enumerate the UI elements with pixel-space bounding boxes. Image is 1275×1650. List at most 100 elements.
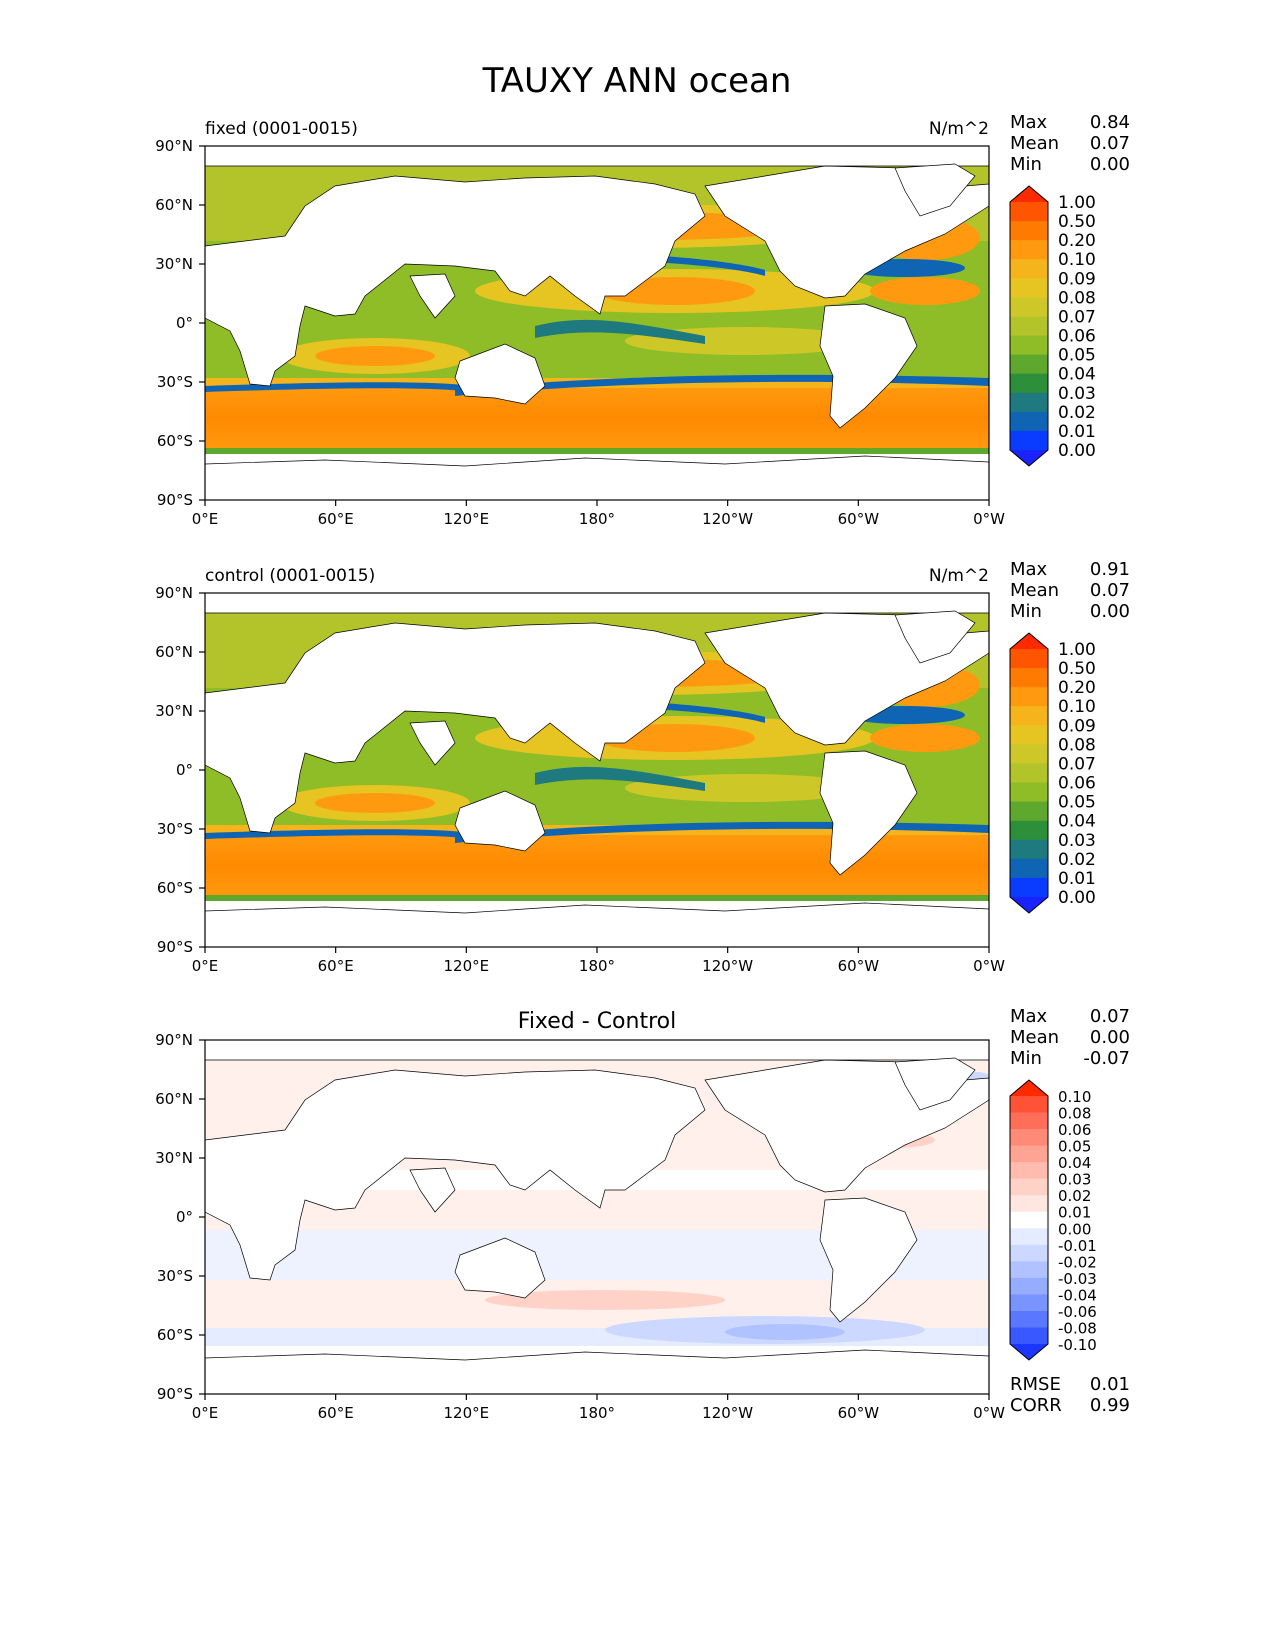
x-tick-label: 0°W bbox=[973, 510, 1005, 528]
colorbar-diff: 0.100.080.060.050.040.030.020.010.00-0.0… bbox=[1009, 1079, 1097, 1361]
y-tick-label: 30°N bbox=[155, 702, 193, 720]
x-tick-label: 60°W bbox=[838, 510, 880, 528]
y-tick-label: 60°S bbox=[157, 1326, 193, 1344]
colorbar-level-label: 0.10 bbox=[1058, 1088, 1091, 1106]
colorbar-level-label: 0.07 bbox=[1058, 307, 1096, 327]
colorbar-segment bbox=[1010, 1261, 1048, 1279]
stat-value-max: 0.91 bbox=[1090, 559, 1130, 580]
colorbar-level-label: 0.07 bbox=[1058, 754, 1096, 774]
colorbar-level-label: 0.02 bbox=[1058, 1187, 1091, 1205]
x-tick-label: 60°E bbox=[318, 957, 354, 975]
stat-value-mean: 0.07 bbox=[1090, 133, 1130, 154]
x-tick-label: 120°E bbox=[444, 1404, 490, 1422]
colorbar-segment bbox=[1010, 1195, 1048, 1213]
colorbar-segment bbox=[1010, 316, 1048, 337]
colorbar-level-label: 1.00 bbox=[1058, 640, 1096, 660]
colorbar-extend-top bbox=[1010, 633, 1048, 649]
colorbar-level-label: -0.01 bbox=[1058, 1237, 1097, 1255]
colorbar-level-label: 0.03 bbox=[1058, 831, 1096, 851]
colorbar-outline bbox=[1009, 632, 1049, 914]
x-tick-label: 120°W bbox=[702, 510, 753, 528]
colorbar-segment bbox=[1010, 1178, 1048, 1196]
colorbar-level-label: 0.20 bbox=[1058, 678, 1096, 698]
y-tick-label: 90°S bbox=[157, 491, 193, 509]
colorbar-level-label: 0.03 bbox=[1058, 1171, 1091, 1189]
colorbar-level-label: -0.03 bbox=[1058, 1270, 1097, 1288]
colorbar-segment bbox=[1010, 1211, 1048, 1229]
panel-control: control (0001-0015) N/m^2 bbox=[155, 566, 1005, 975]
colorbar-level-label: 0.04 bbox=[1058, 365, 1096, 385]
colorbar-level-label: 0.04 bbox=[1058, 1154, 1091, 1172]
map-field bbox=[205, 593, 989, 947]
colorbar-extend-bottom bbox=[1010, 1344, 1048, 1360]
colorbar-segment bbox=[1010, 202, 1048, 222]
colorbar-segment bbox=[1010, 259, 1048, 279]
x-tick-label: 0°E bbox=[192, 957, 219, 975]
x-tick-label: 120°E bbox=[444, 957, 490, 975]
colorbar-level-label: 0.04 bbox=[1058, 812, 1096, 832]
colorbar-segment bbox=[1010, 1096, 1048, 1114]
panel-units: N/m^2 bbox=[929, 566, 989, 586]
colorbar-level-label: 0.06 bbox=[1058, 327, 1096, 347]
y-tick-label: 0° bbox=[176, 1208, 193, 1226]
stat-label-max: Max bbox=[1010, 1006, 1048, 1027]
x-tick-label: 120°E bbox=[444, 510, 490, 528]
y-tick-label: 30°N bbox=[155, 1149, 193, 1167]
stat-value-min: 0.00 bbox=[1090, 601, 1130, 622]
colorbar-level-label: 0.50 bbox=[1058, 659, 1096, 679]
colorbar-level-label: 0.01 bbox=[1058, 869, 1096, 889]
y-axis: 90°N 60°N 30°N 0° 30°S 60°S 90°S bbox=[155, 584, 205, 956]
colorbar-segment bbox=[1010, 430, 1048, 451]
colorbar-outline bbox=[1009, 1079, 1049, 1361]
colorbar-control: 1.000.500.200.100.090.080.070.060.050.04… bbox=[1009, 632, 1096, 914]
colorbar-level-label: 1.00 bbox=[1058, 193, 1096, 213]
colorbar-segment bbox=[1010, 782, 1048, 803]
colorbar-level-label: 0.06 bbox=[1058, 774, 1096, 794]
colorbar-level-label: 0.00 bbox=[1058, 441, 1096, 461]
y-tick-label: 30°S bbox=[157, 820, 193, 838]
colorbar-fixed: 1.000.500.200.100.090.080.070.060.050.04… bbox=[1009, 185, 1096, 467]
colorbar-segment bbox=[1010, 1145, 1048, 1163]
colorbar-level-label: 0.08 bbox=[1058, 735, 1096, 755]
y-tick-label: 0° bbox=[176, 761, 193, 779]
stat-value-max: 0.84 bbox=[1090, 112, 1130, 133]
colorbar-segment bbox=[1010, 278, 1048, 298]
stat-label-mean: Mean bbox=[1010, 1027, 1059, 1048]
colorbar-extend-bottom bbox=[1010, 450, 1048, 466]
y-tick-label: 90°N bbox=[155, 584, 193, 602]
x-tick-label: 120°W bbox=[702, 957, 753, 975]
colorbar-level-label: 0.03 bbox=[1058, 384, 1096, 404]
colorbar-segment bbox=[1010, 354, 1048, 375]
colorbar-level-label: -0.02 bbox=[1058, 1253, 1097, 1271]
colorbar-segment bbox=[1010, 839, 1048, 860]
y-tick-label: 60°N bbox=[155, 1090, 193, 1108]
y-axis: 90°N 60°N 30°N 0° 30°S 60°S 90°S bbox=[155, 137, 205, 509]
colorbar-segment bbox=[1010, 392, 1048, 413]
y-tick-label: 60°S bbox=[157, 879, 193, 897]
panel-diff: Fixed - Control bbox=[155, 1009, 1005, 1422]
colorbar-level-label: 0.05 bbox=[1058, 793, 1096, 813]
x-tick-label: 120°W bbox=[702, 1404, 753, 1422]
panel-left-title: control (0001-0015) bbox=[205, 566, 375, 586]
stat-value-mean: 0.00 bbox=[1090, 1027, 1130, 1048]
x-tick-label: 180° bbox=[579, 510, 615, 528]
colorbar-segment bbox=[1010, 1129, 1048, 1147]
panel-units: N/m^2 bbox=[929, 119, 989, 139]
colorbar-segment bbox=[1010, 763, 1048, 784]
colorbar-segment bbox=[1010, 297, 1048, 317]
stat-value-max: 0.07 bbox=[1090, 1006, 1130, 1027]
colorbar-segment bbox=[1010, 221, 1048, 241]
colorbar-segment bbox=[1010, 411, 1048, 432]
colorbar-level-label: -0.08 bbox=[1058, 1319, 1097, 1337]
colorbar-segment bbox=[1010, 858, 1048, 879]
colorbar-level-label: -0.10 bbox=[1058, 1336, 1097, 1354]
x-axis: 0°E 60°E 120°E 180° 120°W 60°W 0°W bbox=[192, 1394, 1005, 1422]
map-field bbox=[205, 146, 989, 500]
colorbar-level-label: 0.01 bbox=[1058, 1204, 1091, 1222]
colorbar-level-label: 0.05 bbox=[1058, 346, 1096, 366]
x-axis: 0°E 60°E 120°E 180° 120°W 60°W 0°W bbox=[192, 500, 1005, 528]
stats-diff: Max 0.07 Mean 0.00 Min -0.07 bbox=[1010, 1006, 1130, 1069]
footer-stats-diff: RMSE 0.01 CORR 0.99 bbox=[1010, 1374, 1130, 1416]
stat-label-mean: Mean bbox=[1010, 580, 1059, 601]
